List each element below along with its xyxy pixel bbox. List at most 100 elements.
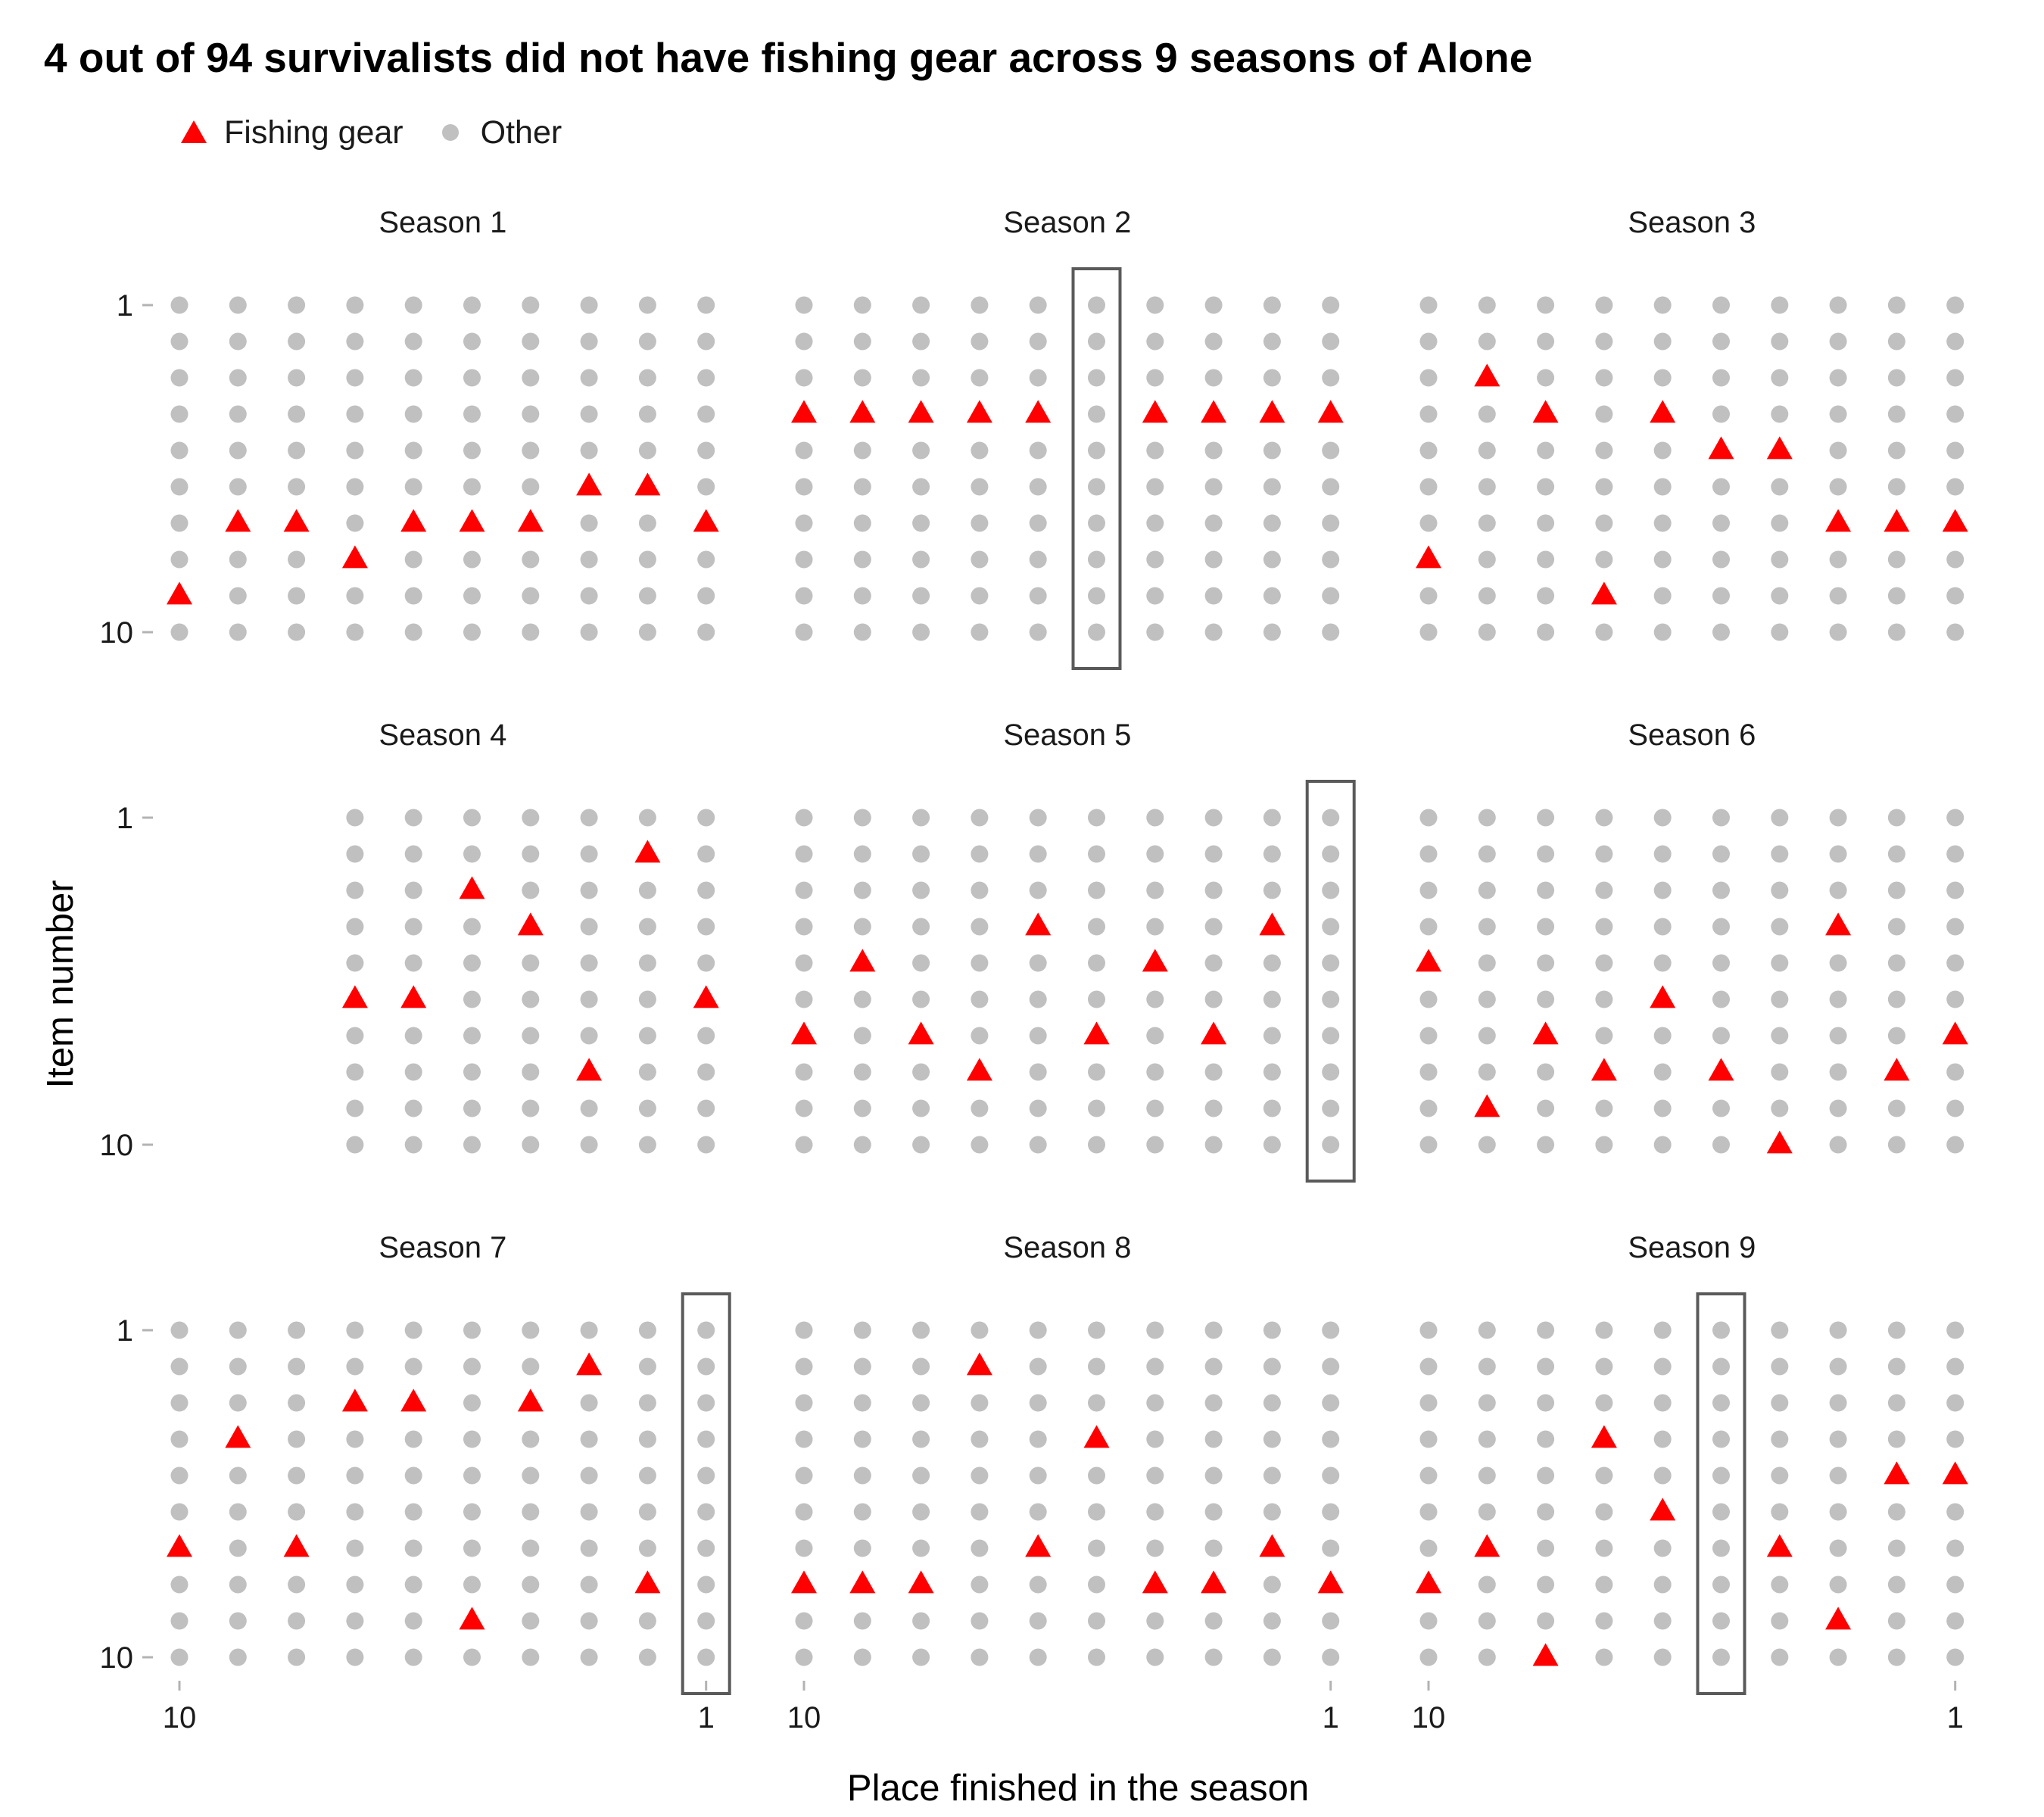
legend-item-other: Other — [435, 114, 562, 151]
other-point — [580, 1575, 598, 1594]
other-point — [522, 1612, 540, 1630]
other-point — [229, 1394, 247, 1412]
fishing-gear-point — [576, 1058, 603, 1081]
other-point — [697, 405, 715, 423]
other-point — [971, 1136, 989, 1154]
other-point — [1478, 1430, 1496, 1448]
other-point — [1946, 1539, 1965, 1557]
other-point — [1887, 1575, 1905, 1594]
other-point — [795, 1466, 813, 1485]
legend-item-fishing-gear: Fishing gear — [179, 114, 404, 151]
other-point — [404, 405, 422, 423]
other-point — [853, 1357, 871, 1376]
other-point — [1946, 1099, 1965, 1117]
other-point — [1887, 1357, 1905, 1376]
other-point — [522, 405, 540, 423]
other-point — [1653, 1648, 1672, 1666]
other-point — [1653, 1430, 1672, 1448]
other-point — [1712, 1648, 1730, 1666]
other-point — [1887, 1099, 1905, 1117]
other-point — [853, 1612, 871, 1630]
other-point — [912, 990, 930, 1008]
other-point — [912, 587, 930, 605]
other-point — [853, 1136, 871, 1154]
other-point — [404, 332, 422, 351]
x-tick-label: 1 — [1947, 1701, 1964, 1734]
other-point — [1088, 918, 1105, 936]
other-point — [1537, 809, 1555, 827]
other-point — [229, 550, 247, 569]
other-point — [463, 1321, 481, 1339]
fishing-gear-point — [1825, 1607, 1852, 1630]
other-point — [853, 296, 871, 314]
fishing-gear-point — [1532, 1021, 1559, 1045]
other-point — [1887, 405, 1905, 423]
fishing-gear-point — [791, 400, 817, 423]
other-point — [795, 1321, 813, 1339]
y-tick-label: 10 — [100, 1129, 134, 1162]
fishing-gear-point — [459, 876, 485, 899]
other-point — [1712, 918, 1730, 936]
other-point — [1088, 1394, 1105, 1412]
other-point — [404, 369, 422, 387]
other-point — [1595, 918, 1613, 936]
other-point — [1263, 514, 1281, 532]
other-point — [795, 1648, 813, 1666]
other-point — [463, 809, 481, 827]
other-point — [580, 1503, 598, 1521]
other-point — [1322, 332, 1340, 351]
other-point — [1029, 1430, 1047, 1448]
other-point — [1146, 1321, 1164, 1339]
other-point — [1537, 1063, 1555, 1081]
fishing-gear-point — [167, 1534, 192, 1557]
other-point — [1146, 1063, 1164, 1081]
other-point — [971, 369, 989, 387]
other-point — [346, 332, 364, 351]
fishing-gear-point — [1591, 1058, 1617, 1081]
other-point — [971, 1539, 989, 1557]
other-point — [1029, 550, 1047, 569]
fishing-gear-point — [1142, 400, 1168, 423]
x-tick-label: 10 — [163, 1701, 197, 1734]
other-point — [1771, 1027, 1789, 1045]
other-point — [638, 1612, 656, 1630]
facet-label: Season 5 — [1003, 718, 1131, 752]
fishing-gear-point — [1083, 1021, 1110, 1045]
other-point — [404, 1575, 422, 1594]
other-point — [1712, 623, 1730, 641]
other-point — [1088, 1099, 1105, 1117]
other-point — [638, 1539, 656, 1557]
other-point — [1887, 332, 1905, 351]
fishing-gear-point — [1317, 400, 1344, 423]
other-point — [1595, 954, 1613, 972]
fishing-gear-point — [849, 1570, 876, 1594]
other-point — [1204, 1321, 1223, 1339]
other-point — [1712, 881, 1730, 899]
other-point — [1419, 369, 1438, 387]
other-point — [1653, 1136, 1672, 1154]
other-point — [346, 954, 364, 972]
other-point — [1146, 1539, 1164, 1557]
other-point — [346, 478, 364, 496]
other-point — [580, 918, 598, 936]
other-point — [1946, 587, 1965, 605]
other-point — [971, 332, 989, 351]
other-point — [912, 809, 930, 827]
other-point — [795, 550, 813, 569]
other-point — [1595, 478, 1613, 496]
other-point — [1595, 441, 1613, 460]
other-point — [1887, 1648, 1905, 1666]
other-point — [1478, 1321, 1496, 1339]
other-point — [1537, 296, 1555, 314]
other-point — [795, 881, 813, 899]
other-point — [1204, 1503, 1223, 1521]
other-point — [170, 1648, 189, 1666]
other-point — [1419, 296, 1438, 314]
other-point — [580, 845, 598, 863]
other-point — [463, 1063, 481, 1081]
fishing-gear-point — [791, 1570, 817, 1594]
other-point — [912, 296, 930, 314]
fishing-gear-point — [634, 840, 661, 863]
other-point — [795, 296, 813, 314]
other-point — [1887, 881, 1905, 899]
